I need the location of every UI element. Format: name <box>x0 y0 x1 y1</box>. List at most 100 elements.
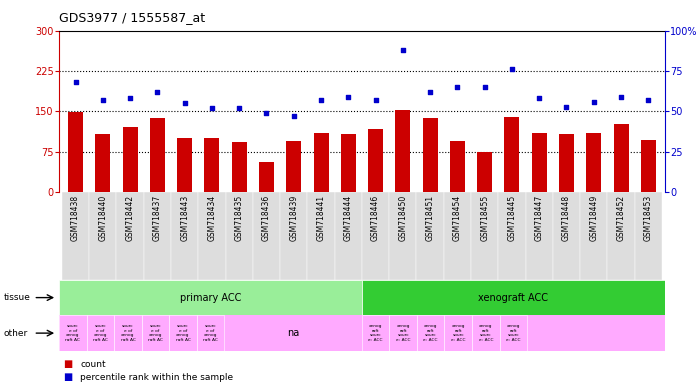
Bar <box>417 315 445 351</box>
Bar <box>395 110 411 192</box>
Bar <box>68 113 83 192</box>
Text: GSM718437: GSM718437 <box>153 195 162 241</box>
Bar <box>259 162 274 192</box>
Bar <box>390 315 417 351</box>
Text: GSM718435: GSM718435 <box>235 195 244 241</box>
Bar <box>362 192 389 280</box>
Text: GSM718446: GSM718446 <box>371 195 380 241</box>
Text: GSM718447: GSM718447 <box>535 195 544 241</box>
Point <box>206 105 217 111</box>
Bar <box>89 192 116 280</box>
Bar <box>422 118 438 192</box>
Text: GSM718454: GSM718454 <box>453 195 462 241</box>
Text: GSM718451: GSM718451 <box>426 195 434 241</box>
Bar <box>586 133 601 192</box>
Bar <box>477 152 492 192</box>
Bar <box>171 192 198 280</box>
Text: GSM718439: GSM718439 <box>290 195 298 241</box>
Text: xenog
raft
sourc
e: ACC: xenog raft sourc e: ACC <box>423 324 438 342</box>
Point <box>179 100 190 106</box>
Text: xenog
raft
sourc
e: ACC: xenog raft sourc e: ACC <box>396 324 411 342</box>
Text: count: count <box>80 359 106 369</box>
Bar <box>87 315 114 351</box>
Bar <box>608 192 635 280</box>
Text: GSM718441: GSM718441 <box>317 195 326 241</box>
Text: na: na <box>287 328 299 338</box>
Bar <box>253 192 280 280</box>
Bar <box>472 315 500 351</box>
Bar <box>471 192 498 280</box>
Bar <box>59 280 362 315</box>
Bar <box>445 315 472 351</box>
Text: GSM718455: GSM718455 <box>480 195 489 241</box>
Text: primary ACC: primary ACC <box>180 293 242 303</box>
Point <box>370 97 381 103</box>
Point <box>315 97 326 103</box>
Text: GSM718445: GSM718445 <box>507 195 516 241</box>
Point <box>642 97 654 103</box>
Point <box>397 47 409 53</box>
Point <box>507 66 518 73</box>
Text: GSM718453: GSM718453 <box>644 195 653 241</box>
Bar <box>286 141 301 192</box>
Text: GSM718450: GSM718450 <box>398 195 407 241</box>
Text: GSM718434: GSM718434 <box>207 195 216 241</box>
Bar <box>59 315 87 351</box>
Text: sourc
e of
xenog
raft AC: sourc e of xenog raft AC <box>93 324 108 342</box>
Bar <box>635 192 662 280</box>
Text: percentile rank within the sample: percentile rank within the sample <box>80 372 233 382</box>
Bar <box>116 192 143 280</box>
Bar <box>205 138 219 192</box>
Bar <box>114 315 142 351</box>
Text: xenog
raft
sourc
e: ACC: xenog raft sourc e: ACC <box>451 324 466 342</box>
Point <box>152 89 163 95</box>
Bar <box>525 192 553 280</box>
Bar <box>197 315 224 351</box>
Bar <box>313 133 329 192</box>
Point <box>452 84 463 90</box>
Bar <box>559 134 574 192</box>
Point <box>288 113 299 119</box>
Point <box>97 97 109 103</box>
Bar <box>444 192 471 280</box>
Point <box>125 95 136 101</box>
Bar <box>226 192 253 280</box>
Text: GDS3977 / 1555587_at: GDS3977 / 1555587_at <box>59 12 205 25</box>
Point <box>588 99 599 105</box>
Bar <box>280 192 308 280</box>
Text: GSM718442: GSM718442 <box>125 195 134 241</box>
Text: GSM718448: GSM718448 <box>562 195 571 241</box>
Point <box>479 84 490 90</box>
Bar <box>389 192 416 280</box>
Bar <box>498 192 525 280</box>
Text: sourc
e of
xenog
raft AC: sourc e of xenog raft AC <box>203 324 218 342</box>
Bar <box>450 141 465 192</box>
Point <box>425 89 436 95</box>
Bar <box>532 133 547 192</box>
Bar <box>308 192 335 280</box>
Bar <box>362 315 390 351</box>
Bar <box>553 192 580 280</box>
Point <box>561 103 572 109</box>
Text: ■: ■ <box>63 372 72 382</box>
Bar <box>95 134 110 192</box>
Text: xenog
raft
sourc
e: ACC: xenog raft sourc e: ACC <box>368 324 383 342</box>
Text: xenograft ACC: xenograft ACC <box>478 293 548 303</box>
Bar <box>62 192 89 280</box>
Bar <box>169 315 197 351</box>
Bar <box>580 192 608 280</box>
Text: GSM718440: GSM718440 <box>98 195 107 241</box>
Point <box>534 95 545 101</box>
Text: GSM718449: GSM718449 <box>590 195 599 241</box>
Bar <box>505 117 519 192</box>
Bar <box>416 192 444 280</box>
Text: ■: ■ <box>63 359 72 369</box>
Bar <box>362 280 665 315</box>
Text: GSM718438: GSM718438 <box>71 195 80 241</box>
Text: xenog
raft
sourc
e: ACC: xenog raft sourc e: ACC <box>506 324 521 342</box>
Bar <box>150 118 165 192</box>
Bar <box>500 315 527 351</box>
Text: GSM718452: GSM718452 <box>617 195 626 241</box>
Bar <box>641 140 656 192</box>
Text: GSM718436: GSM718436 <box>262 195 271 241</box>
